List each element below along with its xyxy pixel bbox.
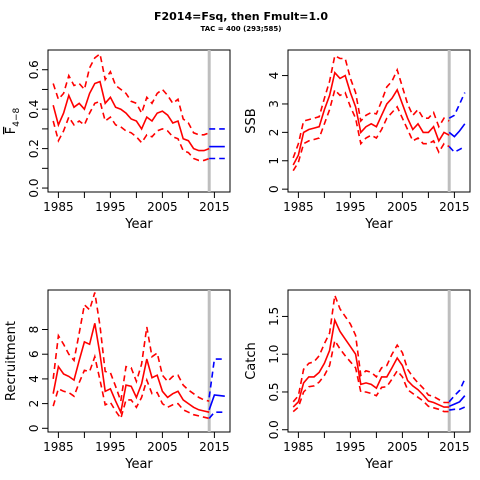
- catch-xtick-label: 1995: [335, 440, 366, 454]
- fbar-ylabel-subscript: 4−8: [12, 107, 22, 126]
- catch-ytick-label: 0.0: [267, 420, 281, 439]
- ssb-xtick-label: 1985: [283, 200, 314, 214]
- catch-ytick-label: 1.0: [267, 345, 281, 364]
- fbar-ylabel: F4−8: [4, 107, 22, 134]
- fbar-historic-upper-line: [52, 52, 210, 136]
- recruitment-ytick-label: 4: [27, 375, 41, 383]
- catch-ylabel: Catch: [244, 342, 259, 380]
- recruitment-projection-estimate-line: [208, 394, 225, 411]
- catch-historic-estimate-line: [292, 317, 450, 408]
- fbar-ytick-label: 0.2: [27, 139, 41, 158]
- recruitment-xlabel: Year: [124, 457, 153, 472]
- panel-catch: 0.0 0.5 1.0 1.5 1985 1995 2005 2015 Year Catch: [244, 289, 471, 472]
- fbar-historic-lower-line: [52, 100, 210, 162]
- fbar-ytick-label: 0.0: [27, 179, 41, 198]
- recruitment-xtick-label: 2005: [147, 440, 178, 454]
- ssb-historic-upper-line: [292, 54, 450, 159]
- catch-projection-estimate-line: [448, 395, 466, 408]
- catch-ylabel-main: Catch: [244, 342, 259, 380]
- recruitment-ytick-label: 8: [27, 326, 41, 334]
- chart-subtitle: TAC = 400 (293;585): [201, 25, 282, 33]
- catch-plot-frame: [287, 289, 471, 433]
- recruitment-ytick-label: 0: [27, 424, 41, 432]
- ssb-ytick-label: 1: [267, 157, 281, 165]
- recruitment-historic-lower-line: [52, 353, 210, 421]
- recruitment-ylabel-main: Recruitment: [4, 321, 19, 401]
- fbar-xlabel: Year: [124, 217, 153, 232]
- fbar-xtick-label: 1985: [43, 200, 74, 214]
- recruitment-historic-upper-line: [52, 292, 210, 402]
- ssb-xlabel: Year: [364, 217, 393, 232]
- ssb-ylabel-main: SSB: [244, 108, 259, 133]
- fbar-ytick-label: 0.4: [27, 100, 41, 119]
- recruitment-ylabel: Recruitment: [4, 321, 19, 401]
- recruitment-xtick-label: 1995: [95, 440, 126, 454]
- ssb-projection-upper-line: [448, 92, 466, 119]
- recruitment-projection-upper-line: [208, 358, 225, 398]
- catch-xtick-label: 1985: [283, 440, 314, 454]
- catch-xtick-label: 2005: [387, 440, 418, 454]
- fbar-xtick-label: 2015: [199, 200, 230, 214]
- recruitment-historic-estimate-line: [52, 323, 210, 415]
- recruitment-plot-frame: [47, 289, 231, 433]
- catch-xlabel: Year: [364, 457, 393, 472]
- catch-ytick-label: 0.5: [267, 382, 281, 401]
- recruitment-xtick-label: 1985: [43, 440, 74, 454]
- ssb-historic-lower-line: [292, 88, 450, 172]
- fbar-historic-estimate-line: [52, 80, 210, 152]
- recruitment-projection-lower-line: [208, 411, 225, 419]
- ssb-ytick-label: 4: [267, 72, 281, 80]
- recruitment-ytick-label: 2: [27, 400, 41, 408]
- fbar-plot-frame: [47, 49, 231, 193]
- chart-panels: 0.0 0.2 0.4 0.6 1985 1995 2005 2015 Year F4−8 0 1 2 3…: [4, 49, 471, 472]
- panel-fbar: 0.0 0.2 0.4 0.6 1985 1995 2005 2015 Year F4−8: [4, 49, 231, 232]
- ssb-ylabel: SSB: [244, 108, 259, 133]
- catch-historic-upper-line: [292, 295, 450, 404]
- fbar-ylabel-main: F: [4, 127, 19, 134]
- ssb-plot-frame: [287, 49, 471, 193]
- recruitment-ytick-label: 6: [27, 350, 41, 358]
- fbar-ytick-label: 0.6: [27, 60, 41, 79]
- ssb-historic-estimate-line: [292, 71, 450, 166]
- catch-xtick-label: 2015: [439, 440, 470, 454]
- ssb-ytick-label: 2: [267, 129, 281, 137]
- catch-ytick-label: 1.5: [267, 307, 281, 326]
- ssb-ytick-label: 3: [267, 100, 281, 108]
- ssb-xtick-label: 1995: [335, 200, 366, 214]
- catch-projection-upper-line: [448, 378, 466, 403]
- ssb-ytick-label: 0: [267, 185, 281, 193]
- chart-title: F2014=Fsq, then Fmult=1.0: [154, 10, 328, 23]
- panel-ssb: 0 1 2 3 4 1985 1995 2005 2015 Year SSB: [244, 49, 471, 232]
- catch-historic-lower-line: [292, 338, 450, 413]
- recruitment-xtick-label: 2015: [199, 440, 230, 454]
- ssb-xtick-label: 2005: [387, 200, 418, 214]
- catch-projection-lower-line: [449, 406, 466, 411]
- ssb-projection-lower-line: [448, 145, 466, 154]
- fbar-xtick-label: 1995: [95, 200, 126, 214]
- fbar-xtick-label: 2005: [147, 200, 178, 214]
- ssb-projection-estimate-line: [448, 123, 466, 138]
- panel-recruitment: 0 2 4 6 8 1985 1995 2005 2015 Year Recruitment: [4, 289, 231, 472]
- ssb-xtick-label: 2015: [439, 200, 470, 214]
